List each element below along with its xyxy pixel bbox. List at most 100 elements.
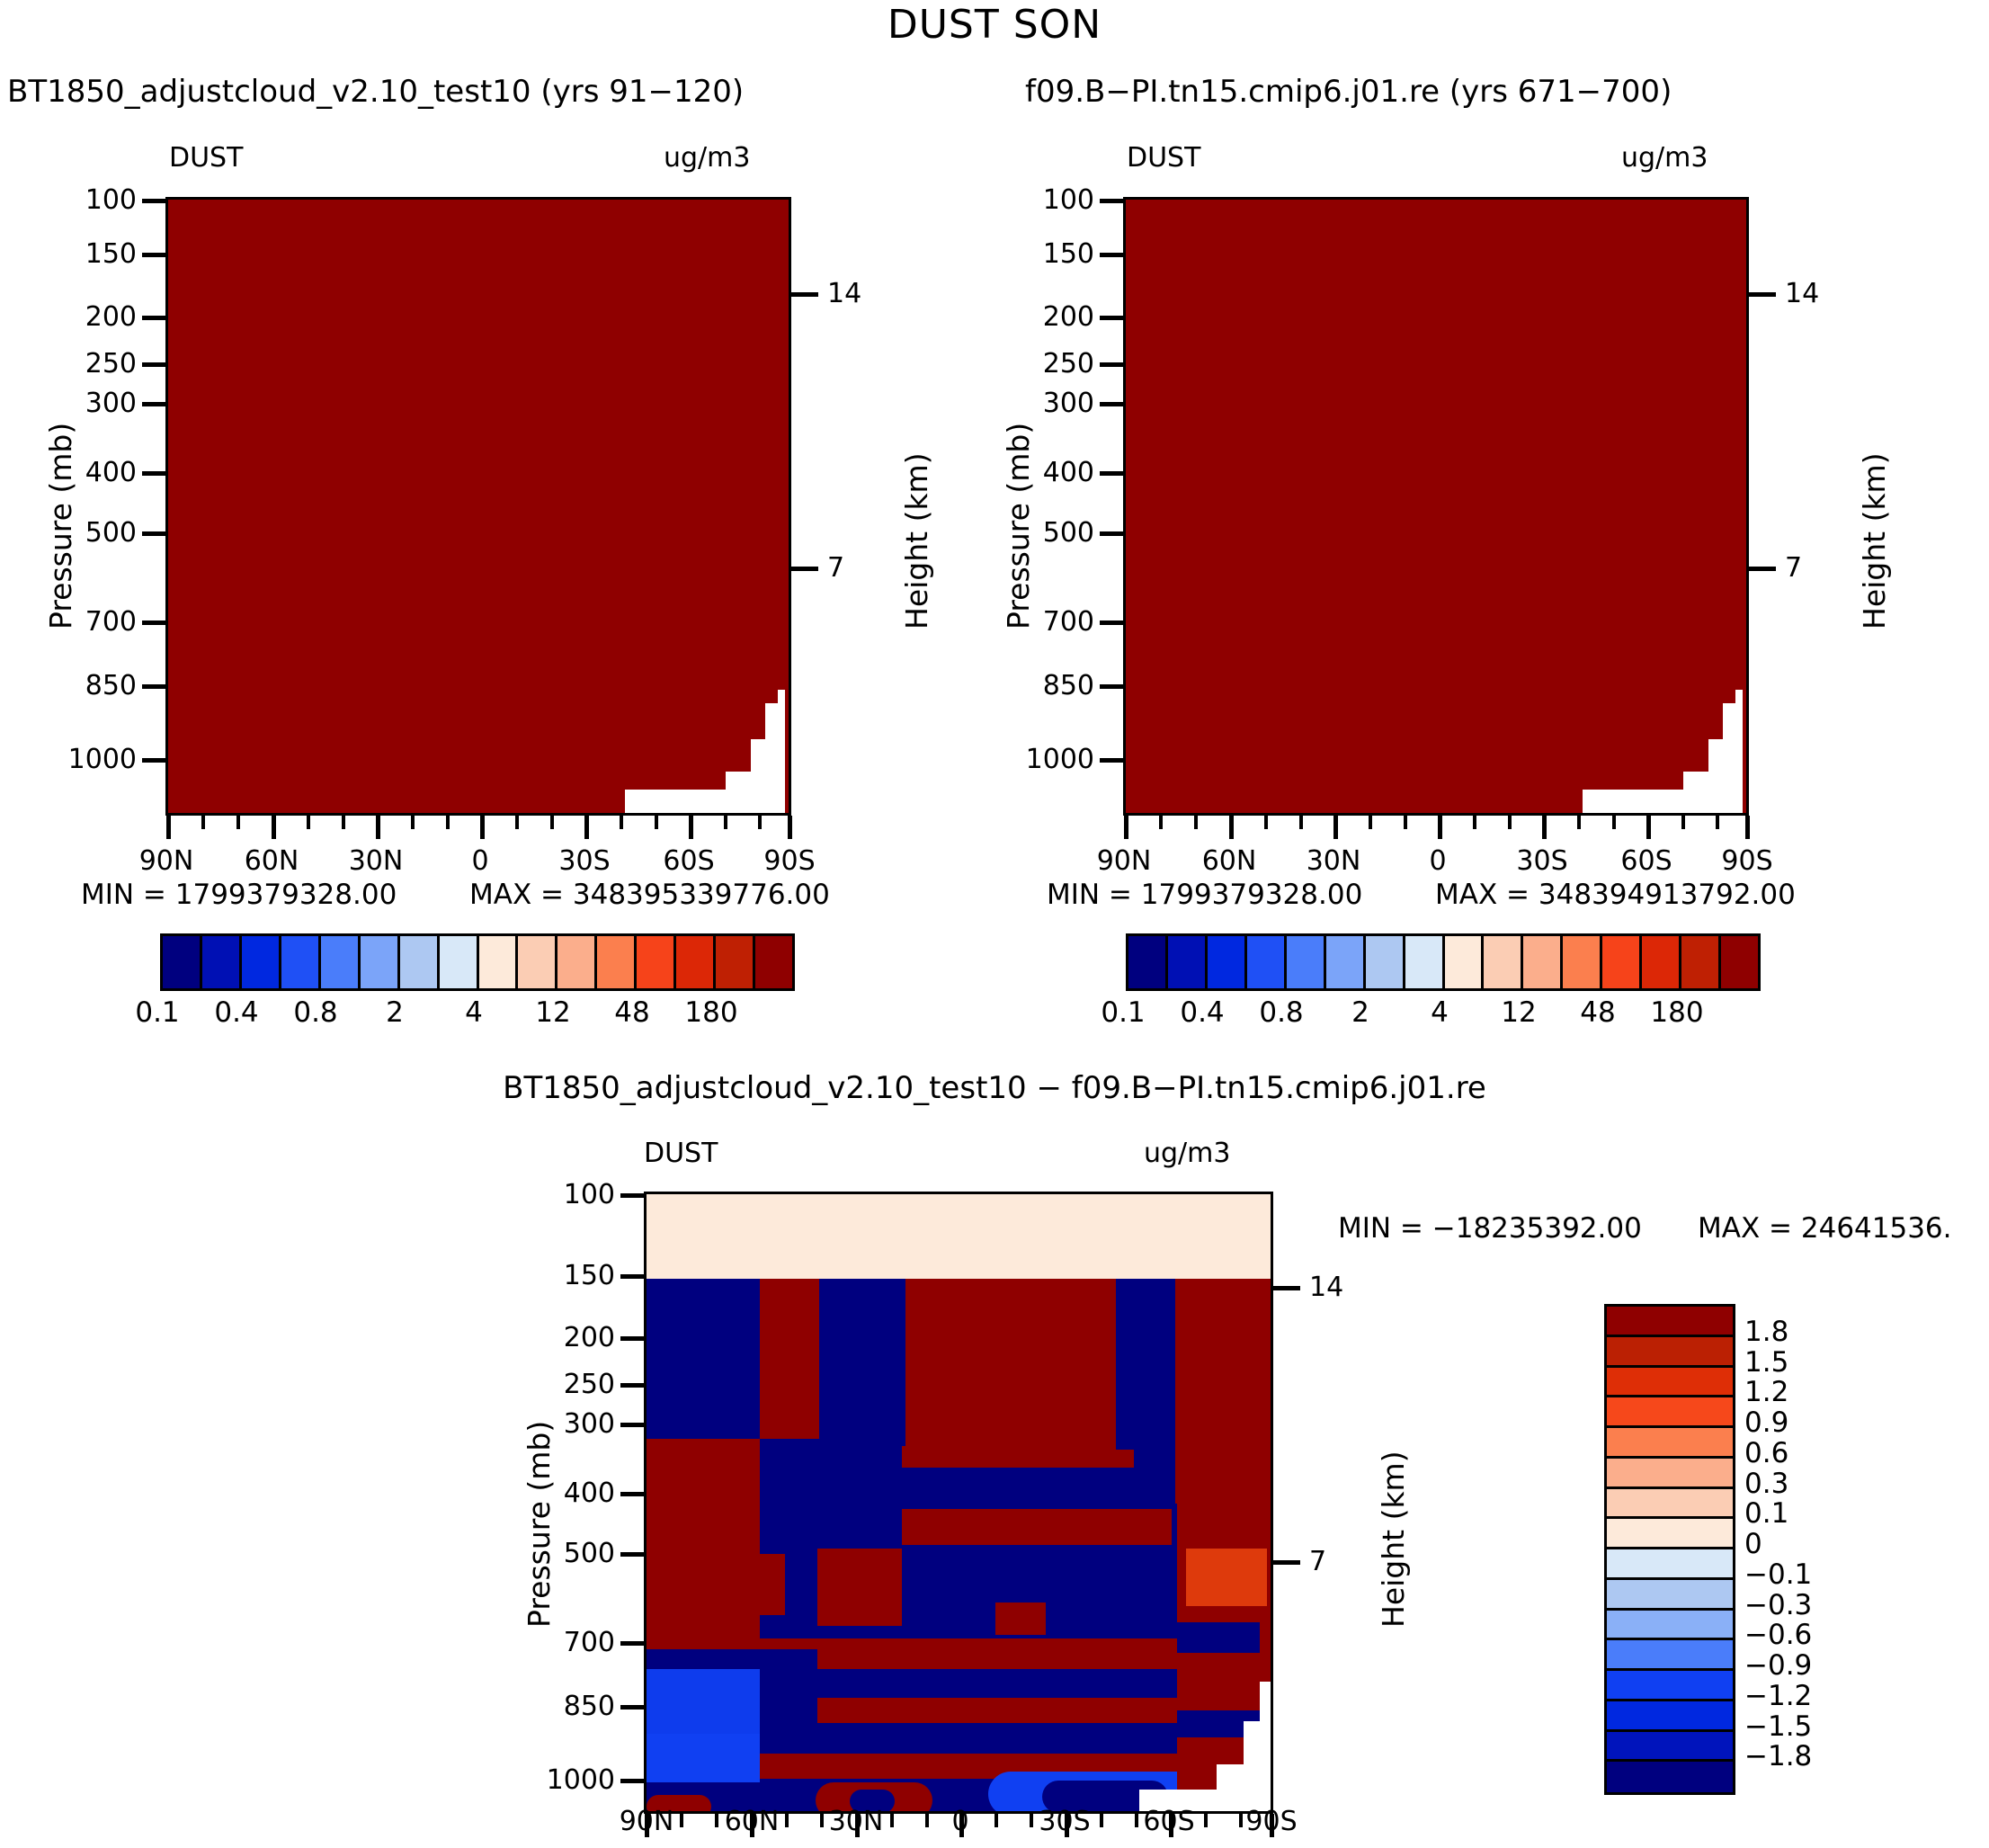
colorbar-swatch <box>399 936 440 988</box>
left-panel-topography-edge <box>785 690 789 813</box>
diff-panel-y-axis-label: Pressure (mb) <box>522 1420 557 1628</box>
diff-y2-tick-14: 14 <box>1309 1272 1344 1303</box>
figure-main-title: DUST SON <box>887 2 1102 48</box>
diff-field-col-blue-2 <box>1116 1279 1177 1450</box>
right-panel-max-text: MAX = 348394913792.00 <box>1435 879 1796 911</box>
left-x-tick-90N: 90N <box>138 845 194 877</box>
colorbar-tick-label: 0.9 <box>1744 1406 1789 1439</box>
colorbar-tick-label: −1.5 <box>1744 1710 1813 1743</box>
diff-y-tick-500: 500 <box>563 1538 615 1569</box>
colorbar-swatch <box>1484 936 1524 988</box>
colorbar-swatch <box>1607 1367 1733 1398</box>
colorbar-swatch <box>676 936 717 988</box>
diff-panel-min-text: MIN = −18235392.00 <box>1338 1212 1642 1245</box>
colorbar-swatch <box>1607 1579 1733 1611</box>
left-y-tick-250: 250 <box>85 348 137 379</box>
left-cb-label-6: 48 <box>614 996 650 1029</box>
left-x-tick-60N: 60N <box>244 845 299 877</box>
right-panel-title: f09.B−PI.tn15.cmip6.j01.re (yrs 671−700) <box>1025 74 1672 110</box>
colorbar-swatch <box>1325 936 1366 988</box>
diff-panel-plot-area <box>644 1192 1273 1814</box>
diff-y-tick-200: 200 <box>563 1322 615 1353</box>
right-cb-label-1: 0.4 <box>1180 996 1225 1029</box>
left-y-tick-500: 500 <box>85 517 137 549</box>
right-y2-tick-7: 7 <box>1785 552 1803 584</box>
left-cb-label-7: 180 <box>684 996 738 1029</box>
colorbar-swatch <box>360 936 400 988</box>
left-x-tick-30N: 30N <box>348 845 404 877</box>
diff-x-tick-60S: 60S <box>1143 1806 1195 1837</box>
diff-field-band-blue-right-2 <box>1177 1622 1260 1653</box>
colorbar-swatch <box>755 936 792 988</box>
colorbar-swatch <box>716 936 756 988</box>
colorbar-swatch <box>1607 1549 1733 1580</box>
right-y-tick-100: 100 <box>1042 184 1094 216</box>
colorbar-swatch <box>1365 936 1405 988</box>
left-cb-label-2: 0.8 <box>293 996 338 1029</box>
colorbar-swatch <box>241 936 281 988</box>
diff-x-tick-90N: 90N <box>619 1806 674 1837</box>
colorbar-swatch <box>1128 936 1168 988</box>
colorbar-swatch <box>518 936 558 988</box>
right-x-tick-60N: 60N <box>1201 845 1257 877</box>
diff-field-block-red-left <box>647 1439 760 1665</box>
colorbar-swatch <box>1602 936 1643 988</box>
diff-panel-colorbar-labels: 1.8 1.5 1.2 0.9 0.6 0.3 0.1 0 −0.1 −0.3 −0.6 −0.9 −1… <box>1744 1304 1897 1790</box>
colorbar-swatch <box>637 936 677 988</box>
diff-panel-topography-mask-4 <box>1260 1682 1271 1811</box>
colorbar-swatch <box>1207 936 1247 988</box>
right-x-tick-90S: 90S <box>1721 845 1773 877</box>
colorbar-tick-label: −1.2 <box>1744 1679 1813 1712</box>
colorbar-swatch <box>320 936 361 988</box>
colorbar-swatch <box>1607 1640 1733 1671</box>
left-panel-y2-axis-label: Height (km) <box>899 452 934 629</box>
left-y-tick-1000: 1000 <box>67 744 137 775</box>
right-y-tick-150: 150 <box>1042 238 1094 270</box>
colorbar-tick-label: 1.5 <box>1744 1345 1789 1379</box>
colorbar-swatch <box>1607 1488 1733 1520</box>
diff-field-blob-blue-inner <box>850 1790 895 1811</box>
left-x-tick-90S: 90S <box>763 845 816 877</box>
left-x-tick-0: 0 <box>471 845 489 877</box>
diff-x-tick-30N: 30N <box>828 1806 884 1837</box>
right-y-tick-400: 400 <box>1042 457 1094 488</box>
diff-panel-variable-label: DUST <box>644 1138 718 1169</box>
right-x-tick-0: 0 <box>1429 845 1447 877</box>
right-panel-topography-edge <box>1743 690 1746 813</box>
colorbar-swatch <box>1607 1519 1733 1549</box>
right-y-tick-500: 500 <box>1042 517 1094 549</box>
colorbar-swatch <box>201 936 242 988</box>
right-y-tick-300: 300 <box>1042 388 1094 419</box>
colorbar-swatch <box>1607 1610 1733 1641</box>
left-x-tick-30S: 30S <box>558 845 611 877</box>
diff-field-col-red-2 <box>902 1279 1134 1468</box>
colorbar-tick-label: 0 <box>1744 1528 1762 1560</box>
left-x-tick-60S: 60S <box>663 845 715 877</box>
right-cb-label-2: 0.8 <box>1259 996 1304 1029</box>
diff-field-col-orange-right <box>1186 1549 1267 1606</box>
right-y-tick-850: 850 <box>1042 670 1094 701</box>
colorbar-tick-label: −0.3 <box>1744 1588 1813 1621</box>
diff-x-tick-30S: 30S <box>1039 1806 1091 1837</box>
diff-field-blob-red-bottom-left <box>647 1795 711 1811</box>
left-y-tick-400: 400 <box>85 457 137 488</box>
diff-panel-title: BT1850_adjustcloud_v2.10_test10 − f09.B−… <box>503 1070 1486 1106</box>
colorbar-swatch <box>1607 1458 1733 1489</box>
left-cb-label-1: 0.4 <box>214 996 259 1029</box>
left-y2-tick-14: 14 <box>827 278 862 309</box>
diff-field-col-red-4 <box>1175 1279 1271 1504</box>
left-y2-tick-7: 7 <box>827 552 845 584</box>
diff-x-tick-60N: 60N <box>724 1806 780 1837</box>
colorbar-swatch <box>1246 936 1287 988</box>
left-cb-label-3: 2 <box>386 996 404 1029</box>
colorbar-swatch <box>1444 936 1485 988</box>
left-panel-colorbar <box>160 933 795 991</box>
diff-panel-unit-label: ug/m3 <box>1144 1138 1231 1169</box>
right-cb-label-5: 12 <box>1501 996 1537 1029</box>
diff-field-block-midblue-left <box>647 1669 760 1736</box>
diff-field-band-red-b <box>647 1554 785 1615</box>
diff-y-tick-300: 300 <box>563 1408 615 1440</box>
diff-panel-max-text: MAX = 24641536. <box>1698 1212 1952 1245</box>
diff-panel-topography-edge <box>1267 1279 1271 1682</box>
diff-field-band-red-c <box>817 1549 902 1626</box>
